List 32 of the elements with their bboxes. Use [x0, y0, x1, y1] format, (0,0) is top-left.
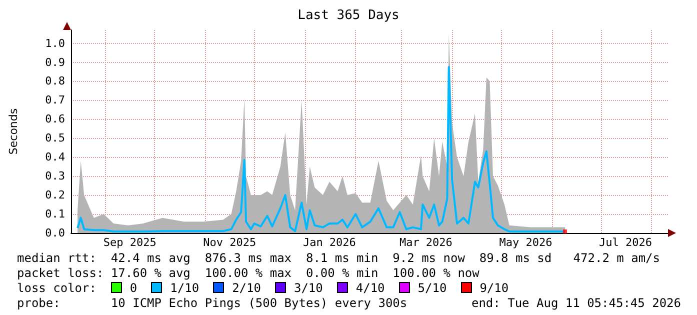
text: 5/10: [418, 281, 447, 295]
x-tick-label: Sep 2025: [103, 236, 156, 249]
y-tick-label: 0.8: [45, 74, 65, 88]
text: loss color:: [17, 281, 98, 295]
x-tick-label: Nov 2025: [203, 236, 256, 249]
y-tick-label: 0.4: [45, 150, 66, 164]
text: 3/10: [294, 281, 323, 295]
text: median rtt: 42.4 ms avg 876.3 ms max 8.1 ms min 9.2 ms now 89.8 ms sd 472.2 m am/s: [17, 251, 660, 265]
text: 2/10: [232, 281, 261, 295]
y-axis-title: Seconds: [7, 108, 20, 155]
x-tick-label: Jul 2026: [598, 236, 652, 249]
line-series: [76, 66, 566, 232]
y-tick-label: 1.0: [45, 36, 65, 50]
y-tick-label: 0.3: [45, 170, 65, 183]
text: probe: 10 ICMP Echo Pings (500 Bytes) every 300s: [17, 296, 408, 310]
y-tick-label: 0.1: [45, 208, 65, 221]
x-tick-label: Mar 2026: [399, 236, 452, 249]
y-tick-label: 0.6: [45, 112, 65, 126]
text: 4/10: [356, 281, 385, 295]
x-tick-label: May 2026: [499, 236, 552, 249]
y-tick-label: 0.0: [45, 226, 65, 240]
y-tick-label: 0.2: [45, 188, 65, 202]
text: packet loss: 17.60 % avg 100.00 % max 0.00 % min 100.00 % now: [17, 266, 480, 280]
chart-title: Last 365 Days: [298, 8, 400, 23]
text: end: Tue Aug 11 05:45:45 2026: [471, 296, 681, 310]
text: 1/10: [170, 281, 200, 295]
y-tick-label: 0.7: [45, 94, 65, 107]
x-tick-label: Jan 2026: [302, 236, 356, 249]
y-tick-label: 0.9: [45, 56, 65, 69]
y-tick-label: 0.5: [45, 132, 65, 145]
text: 9/10: [480, 281, 509, 295]
text: 0: [130, 281, 138, 295]
